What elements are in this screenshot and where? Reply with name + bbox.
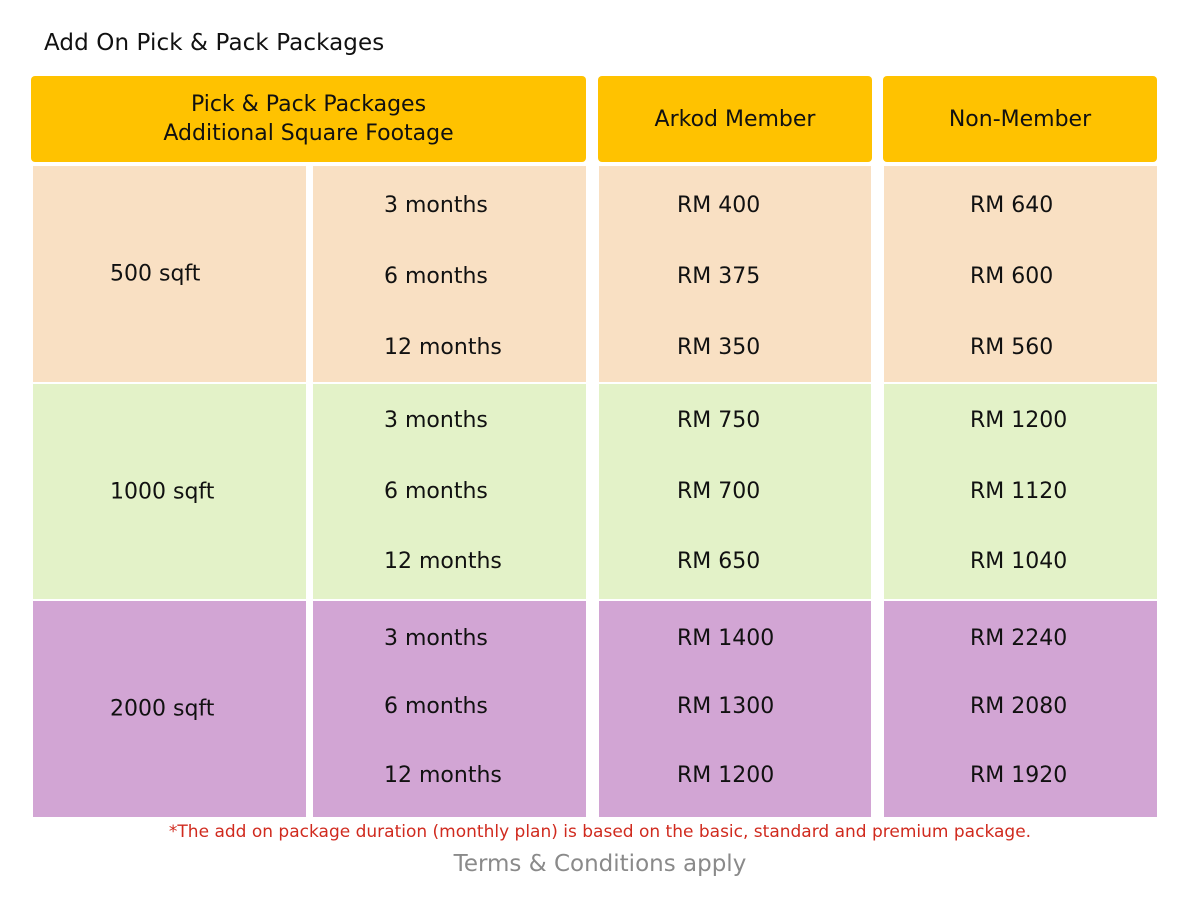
- header-non-member-column: Non-Member: [883, 76, 1157, 162]
- member-price: RM 700: [677, 479, 761, 504]
- duration-cell: 3 months 6 months 12 months: [313, 166, 586, 382]
- member-price: RM 1400: [677, 626, 775, 651]
- size-label: 2000 sqft: [110, 696, 215, 722]
- size-cell: 2000 sqft: [33, 601, 306, 817]
- member-price: RM 650: [677, 549, 761, 574]
- non-member-price: RM 1200: [970, 408, 1068, 433]
- terms-and-conditions: Terms & Conditions apply: [453, 851, 747, 877]
- duration-cell: 3 months 6 months 12 months: [313, 601, 586, 817]
- member-price-cell: RM 750 RM 700 RM 650: [599, 384, 871, 599]
- duration-label: 6 months: [384, 694, 488, 719]
- duration-label: 3 months: [384, 626, 488, 651]
- duration-label: 3 months: [384, 408, 488, 433]
- duration-label: 12 months: [384, 763, 502, 788]
- non-member-price: RM 560: [970, 335, 1054, 360]
- member-price: RM 1300: [677, 694, 775, 719]
- member-price: RM 1200: [677, 763, 775, 788]
- footnote: *The add on package duration (monthly pl…: [168, 822, 1032, 842]
- non-member-price: RM 600: [970, 264, 1054, 289]
- member-price-cell: RM 1400 RM 1300 RM 1200: [599, 601, 871, 817]
- non-member-price: RM 1120: [970, 479, 1068, 504]
- member-price: RM 400: [677, 193, 761, 218]
- size-label: 500 sqft: [110, 261, 201, 287]
- duration-label: 12 months: [384, 335, 502, 360]
- non-member-price: RM 1040: [970, 549, 1068, 574]
- duration-label: 3 months: [384, 193, 488, 218]
- non-member-price-cell: RM 640 RM 600 RM 560: [884, 166, 1157, 382]
- size-label: 1000 sqft: [110, 479, 215, 504]
- non-member-price: RM 640: [970, 193, 1054, 218]
- non-member-price-cell: RM 1200 RM 1120 RM 1040: [884, 384, 1157, 599]
- size-cell: 500 sqft: [33, 166, 306, 382]
- member-price-cell: RM 400 RM 375 RM 350: [599, 166, 871, 382]
- package-group-1000-sqft: 1000 sqft 3 months 6 months 12 months RM…: [33, 384, 1157, 599]
- header-package-column: Pick & Pack Packages Additional Square F…: [31, 76, 586, 162]
- non-member-price-cell: RM 2240 RM 2080 RM 1920: [884, 601, 1157, 817]
- duration-cell: 3 months 6 months 12 months: [313, 384, 586, 599]
- package-group-500-sqft: 500 sqft 3 months 6 months 12 months RM …: [33, 166, 1157, 382]
- non-member-price: RM 1920: [970, 763, 1068, 788]
- member-price: RM 750: [677, 408, 761, 433]
- non-member-price: RM 2240: [970, 626, 1068, 651]
- size-cell: 1000 sqft: [33, 384, 306, 599]
- header-package-subtitle: Additional Square Footage: [163, 121, 454, 146]
- header-member-column: Arkod Member: [598, 76, 872, 162]
- duration-label: 6 months: [384, 479, 488, 504]
- member-price: RM 375: [677, 264, 761, 289]
- duration-label: 12 months: [384, 549, 502, 574]
- duration-label: 6 months: [384, 264, 488, 289]
- header-package-title: Pick & Pack Packages: [190, 92, 427, 117]
- non-member-price: RM 2080: [970, 694, 1068, 719]
- member-price: RM 350: [677, 335, 761, 360]
- page-title: Add On Pick & Pack Packages: [44, 30, 385, 56]
- package-group-2000-sqft: 2000 sqft 3 months 6 months 12 months RM…: [33, 601, 1157, 817]
